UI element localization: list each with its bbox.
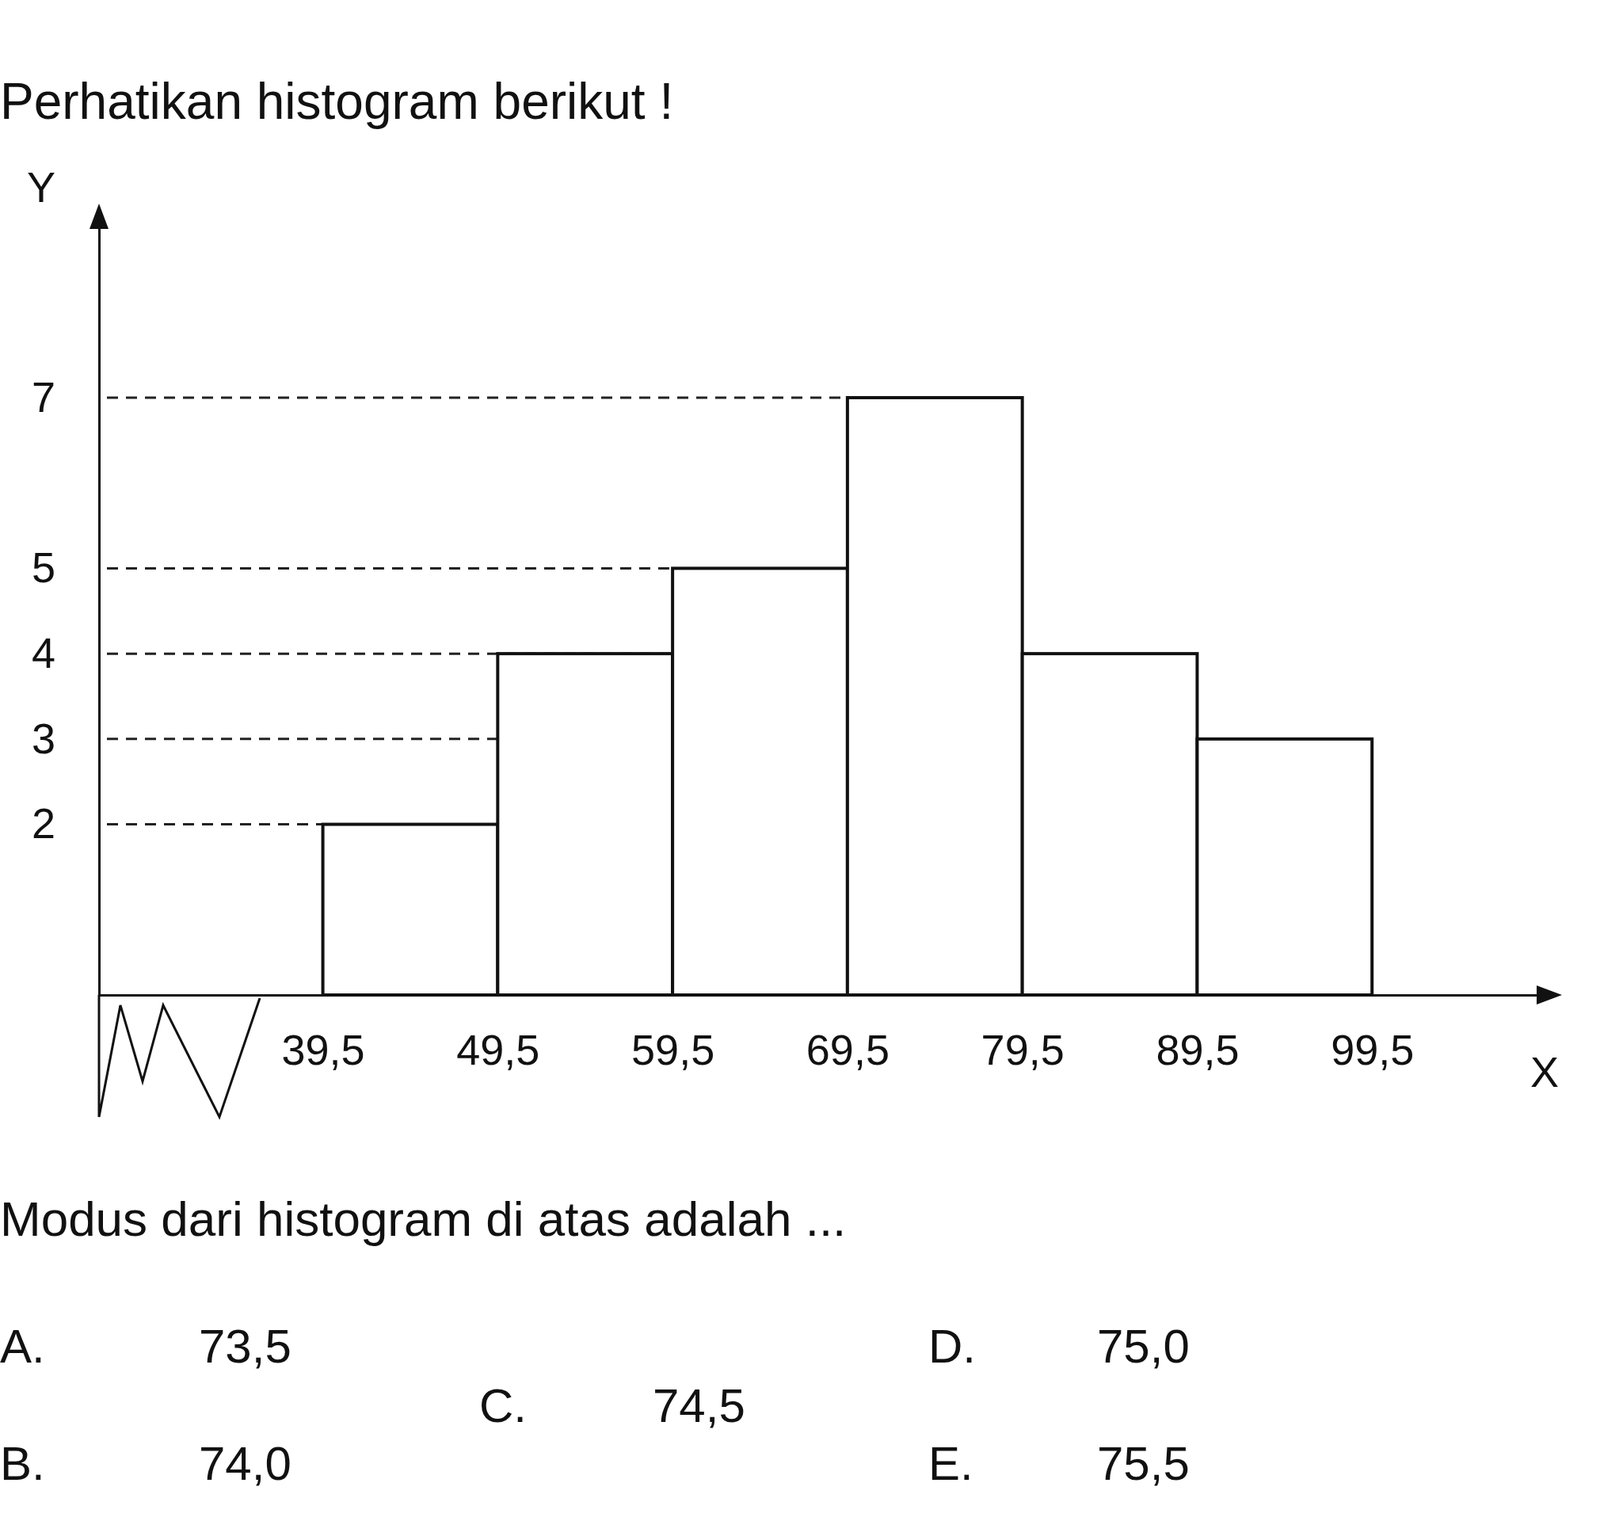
y-axis: 2 3 4 5 7 [31,210,100,996]
x-tick-label: 99,5 [1330,1025,1414,1074]
option-letter: D. [928,1319,976,1373]
x-tick-label: 89,5 [1155,1025,1239,1074]
option-letter: B. [0,1436,46,1490]
x-tick: 59,5 [631,994,715,1074]
x-arrow [1536,985,1562,1005]
question-prompt: Modus dari histogram di atas adalah ... [0,1191,846,1246]
grid-line [106,567,673,570]
axis-break [99,994,260,1117]
title: Perhatikan histogram berikut ! [0,72,674,130]
page: Perhatikan histogram berikut !39,549,559… [0,0,1600,1540]
y-tick: 2 [31,799,100,847]
option-text: 74,0 [198,1436,292,1490]
y-tick: 5 [31,543,100,591]
x-axis: 39,5 49,5 59,5 69,5 79,5 89,5 99,5 [99,994,1557,1074]
y-tick: 3 [31,714,100,762]
option-letter: E. [928,1436,974,1490]
option-letter: C. [479,1379,527,1433]
option-text: 74,5 [652,1379,746,1433]
y-tick: 4 [31,628,100,677]
bar [847,397,1023,995]
y-tick: 7 [31,373,100,421]
option-text: 75,5 [1097,1436,1190,1490]
bar [323,824,499,995]
y-tick-label: 4 [31,628,56,677]
x-axis-title: X [1530,1047,1559,1096]
y-tick-label: 3 [31,714,56,762]
x-tick-label: 69,5 [806,1025,890,1074]
y-axis-title: Y [26,163,56,211]
x-tick: 79,5 [981,994,1065,1074]
bars [323,397,1373,995]
x-tick: 89,5 [1155,994,1239,1074]
x-tick: 39,5 [281,994,366,1074]
x-tick-label: 79,5 [981,1025,1065,1074]
y-tick-label: 7 [31,373,56,421]
x-tick-label: 59,5 [631,1025,715,1074]
option-letter: A. [0,1319,46,1373]
x-tick: 99,5 [1330,994,1414,1074]
y-arrow [89,203,109,229]
option-text: 73,5 [198,1319,292,1373]
bar [1022,653,1198,995]
bar [672,567,848,995]
grid-line [106,822,324,826]
y-tick-label: 2 [31,799,56,847]
x-tick-label: 49,5 [456,1025,540,1074]
y-axis-line [98,210,101,996]
x-tick: 49,5 [456,994,540,1074]
grid-line [106,396,848,399]
bar [1196,739,1372,995]
bar [497,653,673,995]
y-tick-label: 5 [31,543,56,591]
x-tick: 69,5 [806,994,890,1074]
x-axis-line [99,994,1557,997]
option-text: 75,0 [1097,1319,1190,1373]
x-tick-label: 39,5 [281,1025,366,1074]
